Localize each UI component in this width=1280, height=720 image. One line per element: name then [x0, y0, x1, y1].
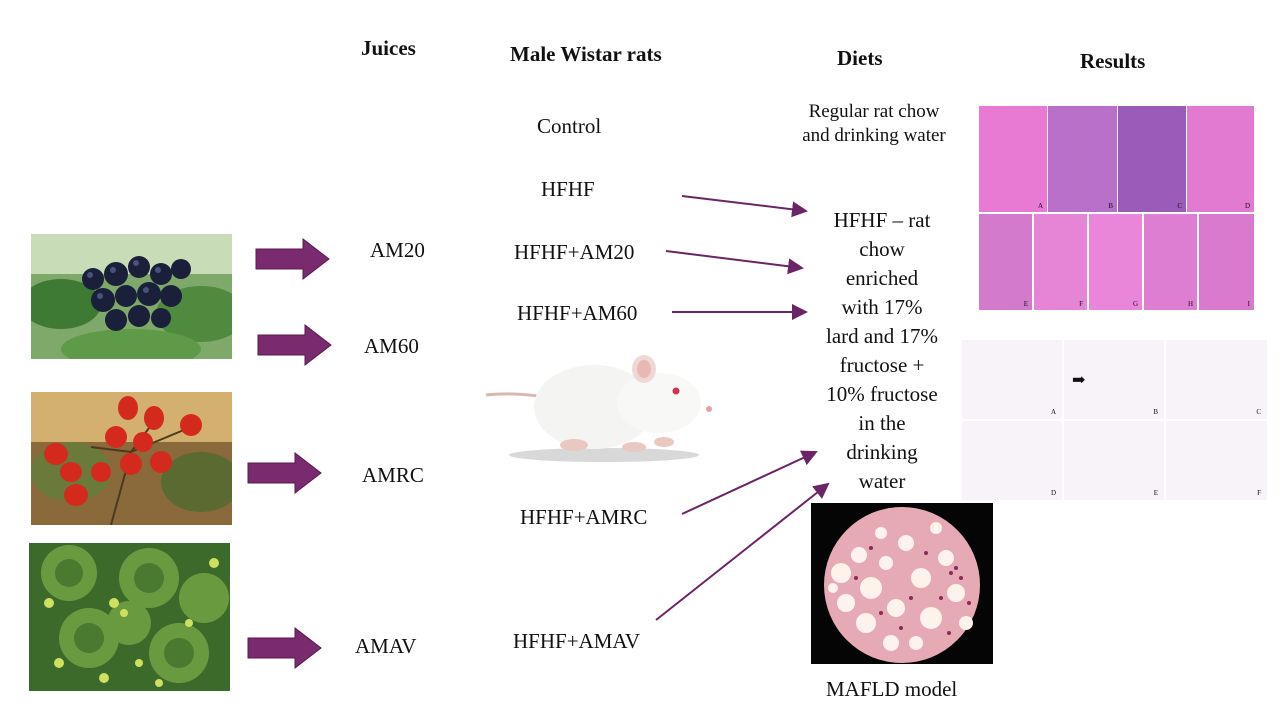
liver-panel-image: B — [1048, 106, 1117, 212]
rat-image — [485, 355, 712, 462]
adipose-panel-image: D — [962, 421, 1062, 500]
group-hfhf-amrc-label: HFHF+AMRC — [520, 505, 648, 529]
diet-hfhf-line: enriched — [845, 266, 919, 290]
liver-panel-image: E — [979, 214, 1032, 310]
lady-mantle-image — [29, 543, 230, 691]
mafld-label: MAFLD model — [826, 677, 958, 701]
panel-letter: C — [1177, 202, 1182, 210]
panel-letter: E — [1153, 489, 1158, 497]
liver-panel-image: F — [1034, 214, 1087, 310]
adipose-panel-image: C — [1166, 340, 1267, 419]
liver-panel-image: C — [1118, 106, 1186, 212]
diet-hfhf-line: in the — [858, 411, 906, 435]
panel-letter: H — [1187, 300, 1193, 308]
adipose-histology-grid: A ➡ B C D E F — [962, 340, 1267, 500]
rose-hips-image — [31, 392, 232, 525]
panel-letter: I — [1247, 300, 1250, 308]
diet-hfhf-line: with 17% — [841, 295, 923, 319]
panel-letter: F — [1257, 489, 1261, 497]
group-hfhf-am20-label: HFHF+AM20 — [514, 240, 635, 264]
panel-letter: D — [1244, 202, 1250, 210]
adipose-panel-image: F — [1166, 421, 1267, 500]
juice-amav-label: AMAV — [355, 634, 417, 658]
panel-letter: D — [1050, 489, 1056, 497]
diet-regular-line1: Regular rat chow — [808, 101, 940, 122]
diet-regular-line2: and drinking water — [802, 125, 946, 146]
aronia-berries-image — [31, 234, 232, 359]
group-hfhf-label: HFHF — [541, 177, 595, 201]
panel-letter: G — [1132, 300, 1138, 308]
diet-hfhf-line: 10% fructose — [826, 382, 938, 406]
header-results: Results — [1080, 49, 1146, 73]
diet-regular-text: Regular rat chow and drinking water — [786, 100, 962, 148]
liver-histology-grid: A B C D E F G H I — [979, 106, 1254, 310]
header-rats: Male Wistar rats — [510, 42, 662, 66]
panel-letter: A — [1037, 202, 1043, 210]
juice-amrc-label: AMRC — [362, 463, 424, 487]
panel-letter: C — [1256, 408, 1261, 416]
diet-hfhf-line: drinking — [846, 440, 918, 464]
panel-letter: F — [1079, 300, 1083, 308]
adipose-panel-image: ➡ B — [1064, 340, 1164, 419]
arrow-am60-icon — [257, 324, 332, 366]
mafld-micrograph-image — [811, 503, 993, 664]
liver-panel-image: D — [1187, 106, 1254, 212]
diet-hfhf-text: HFHF – rat chow enriched with 17% lard a… — [802, 206, 962, 496]
arrow-amav-icon — [247, 627, 322, 669]
liver-panel-image: I — [1199, 214, 1254, 310]
juice-am20-label: AM20 — [370, 238, 425, 262]
diet-hfhf-line: HFHF – rat — [833, 208, 931, 232]
panel-letter: A — [1050, 408, 1056, 416]
liver-panel-image: A — [979, 106, 1047, 212]
arrow-amrc-icon — [247, 452, 322, 494]
diet-hfhf-line: lard and 17% — [826, 324, 938, 348]
adipose-panel-image: E — [1064, 421, 1164, 500]
arrow-right-icon: ➡ — [1072, 372, 1086, 389]
liver-panel-image: G — [1089, 214, 1142, 310]
juice-am60-label: AM60 — [364, 334, 419, 358]
liver-panel-image: H — [1144, 214, 1197, 310]
diet-hfhf-line: chow — [859, 237, 905, 261]
panel-letter: B — [1108, 202, 1113, 210]
diet-hfhf-line: fructose + — [839, 353, 925, 377]
header-juices: Juices — [361, 36, 416, 60]
group-hfhf-am60-label: HFHF+AM60 — [517, 301, 638, 325]
header-diets: Diets — [837, 46, 883, 70]
group-control-label: Control — [537, 114, 602, 138]
arrow-am20-icon — [255, 238, 330, 280]
group-hfhf-amav-label: HFHF+AMAV — [513, 629, 640, 653]
panel-letter: E — [1023, 300, 1028, 308]
diet-hfhf-line: water — [858, 469, 906, 493]
panel-letter: B — [1153, 408, 1158, 416]
adipose-panel-image: A — [962, 340, 1062, 419]
